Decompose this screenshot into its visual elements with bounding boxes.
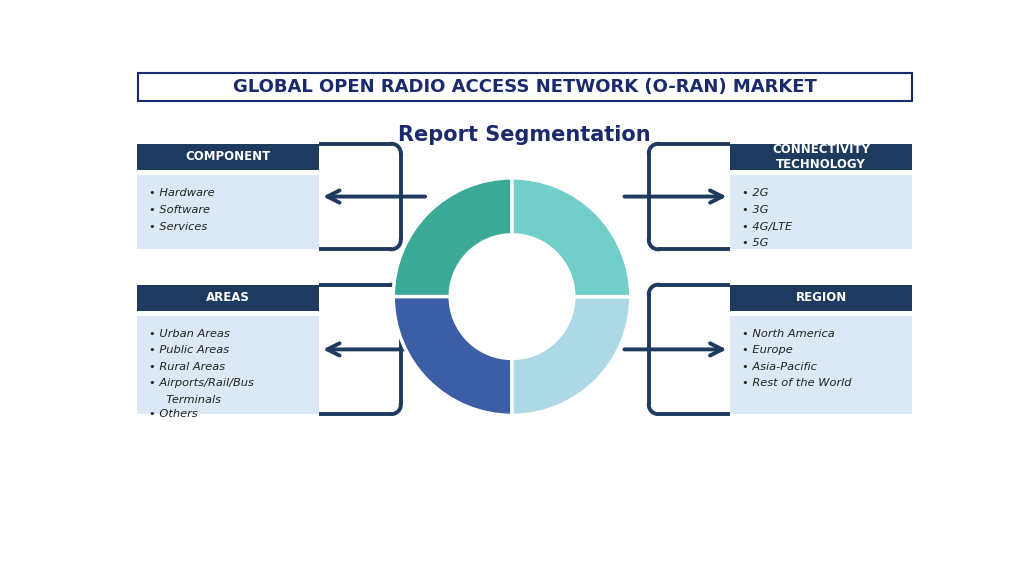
FancyBboxPatch shape <box>138 73 911 101</box>
FancyBboxPatch shape <box>730 285 912 311</box>
Text: GLOBAL OPEN RADIO ACCESS NETWORK (O-RAN) MARKET: GLOBAL OPEN RADIO ACCESS NETWORK (O-RAN)… <box>232 78 817 96</box>
FancyBboxPatch shape <box>730 175 912 249</box>
Text: COMPONENT: COMPONENT <box>185 150 271 164</box>
Text: • 4G/LTE: • 4G/LTE <box>741 222 792 232</box>
Text: • Europe: • Europe <box>741 345 793 355</box>
Text: • North America: • North America <box>741 329 835 339</box>
Text: • 2G: • 2G <box>741 188 768 199</box>
Text: • Asia-Pacific: • Asia-Pacific <box>741 362 817 372</box>
Wedge shape <box>393 297 512 415</box>
FancyBboxPatch shape <box>137 144 319 170</box>
Text: • Rural Areas: • Rural Areas <box>148 362 225 372</box>
Text: • Software: • Software <box>148 205 210 215</box>
Text: AREAS: AREAS <box>207 291 250 304</box>
Wedge shape <box>393 178 512 297</box>
Text: Report Segmentation: Report Segmentation <box>398 126 651 145</box>
Text: • 5G: • 5G <box>741 238 768 248</box>
FancyBboxPatch shape <box>730 144 912 170</box>
Text: • 3G: • 3G <box>741 205 768 215</box>
Text: • Services: • Services <box>148 222 207 232</box>
FancyBboxPatch shape <box>137 175 319 249</box>
Text: • Others: • Others <box>148 410 198 419</box>
Text: • Public Areas: • Public Areas <box>148 345 229 355</box>
Wedge shape <box>512 297 631 415</box>
Text: • Airports/Rail/Bus: • Airports/Rail/Bus <box>148 378 254 388</box>
Text: CONNECTIVITY
TECHNOLOGY: CONNECTIVITY TECHNOLOGY <box>772 143 870 171</box>
Text: • Rest of the World: • Rest of the World <box>741 378 851 388</box>
Wedge shape <box>512 178 631 297</box>
Text: REGION: REGION <box>796 291 847 304</box>
Text: • Urban Areas: • Urban Areas <box>148 329 229 339</box>
FancyBboxPatch shape <box>137 285 319 311</box>
Text: Terminals: Terminals <box>159 395 221 405</box>
Text: • Hardware: • Hardware <box>148 188 215 199</box>
FancyBboxPatch shape <box>137 316 319 414</box>
FancyBboxPatch shape <box>730 316 912 414</box>
